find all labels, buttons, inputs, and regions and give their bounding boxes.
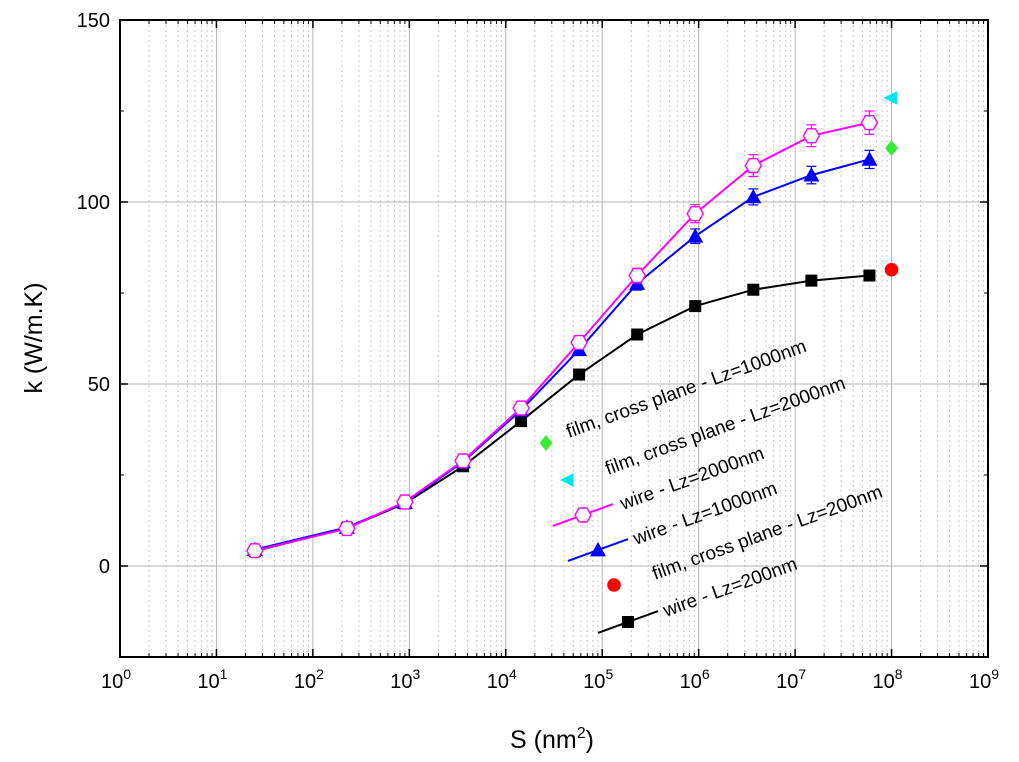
- data-point: [515, 415, 528, 428]
- y-tick-label: 50: [88, 374, 110, 396]
- x-tick-base: 10: [294, 671, 316, 693]
- x-tick-label: 103: [390, 666, 420, 693]
- x-tick-exponent: 6: [702, 666, 710, 682]
- x-tick-base: 10: [969, 671, 991, 693]
- y-tick-label: 0: [99, 556, 110, 578]
- x-tick-exponent: 4: [509, 666, 517, 682]
- x-axis-label-close: ): [586, 726, 594, 754]
- x-axis-label: S (nm2): [510, 725, 594, 754]
- x-tick-exponent: 7: [798, 666, 806, 682]
- data-point: [454, 453, 472, 469]
- legend-marker: [607, 578, 621, 592]
- data-point: [512, 400, 530, 416]
- x-tick-base: 10: [776, 671, 798, 693]
- y-axis-label: k (W/m.K): [20, 282, 48, 393]
- x-tick-base: 10: [197, 671, 219, 693]
- x-tick-label: 100: [101, 666, 131, 693]
- data-point: [686, 205, 705, 222]
- legend-label: film, cross plane - Lz=1000nm: [564, 336, 810, 443]
- x-tick-label: 106: [680, 666, 710, 693]
- data-point: [687, 228, 704, 243]
- legend-marker: [560, 473, 574, 487]
- series-5: [884, 262, 899, 277]
- legend-marker: [539, 435, 553, 451]
- legend-marker: [574, 507, 592, 523]
- series-3: [883, 91, 898, 105]
- data-point: [570, 334, 588, 351]
- data-point: [396, 494, 414, 510]
- legend-marker: [590, 542, 606, 557]
- x-tick-exponent: 8: [895, 666, 903, 682]
- series-4: [885, 140, 898, 157]
- data-point: [860, 114, 879, 131]
- series-line: [254, 121, 870, 552]
- data-point: [628, 267, 647, 284]
- x-tick-label: 104: [487, 666, 517, 693]
- x-tick-exponent: 1: [220, 666, 228, 682]
- series-layer: [245, 91, 899, 559]
- data-point: [747, 283, 760, 296]
- data-point: [689, 300, 702, 313]
- data-point: [245, 543, 264, 559]
- data-point: [745, 188, 762, 204]
- data-point: [884, 262, 899, 277]
- x-tick-base: 10: [583, 671, 605, 693]
- x-tick-label: 109: [969, 666, 999, 693]
- x-tick-exponent: 3: [413, 666, 421, 682]
- x-tick-exponent: 0: [123, 666, 131, 682]
- data-point: [885, 140, 898, 157]
- data-point: [883, 91, 898, 105]
- y-tick-label: 100: [77, 192, 110, 214]
- plot-frame: [119, 19, 989, 658]
- x-axis-label-superscript: 2: [577, 725, 586, 742]
- x-tick-base: 10: [101, 671, 123, 693]
- data-point: [805, 274, 818, 287]
- data-point: [803, 167, 820, 182]
- data-point: [802, 128, 821, 144]
- grid-lines: [120, 20, 988, 657]
- x-tick-label: 101: [197, 666, 227, 693]
- data-point: [863, 269, 876, 282]
- data-point: [861, 151, 878, 166]
- x-tick-exponent: 2: [316, 666, 324, 682]
- x-axis-label-main: S (nm: [510, 726, 577, 754]
- legend-marker: [622, 616, 634, 628]
- x-tick-base: 10: [873, 671, 895, 693]
- x-tick-label: 107: [776, 666, 806, 693]
- x-tick-base: 10: [390, 671, 412, 693]
- data-point: [338, 520, 356, 537]
- data-point: [744, 157, 763, 174]
- x-tick-exponent: 9: [991, 666, 999, 682]
- x-tick-label: 102: [294, 666, 324, 693]
- x-tick-label: 108: [873, 666, 903, 693]
- x-tick-exponent: 5: [605, 666, 613, 682]
- y-tick-label: 150: [77, 10, 110, 32]
- data-point: [573, 368, 586, 381]
- x-tick-base: 10: [680, 671, 702, 693]
- x-tick-label: 105: [583, 666, 613, 693]
- series-0: [245, 110, 879, 559]
- x-tick-base: 10: [487, 671, 509, 693]
- data-point: [631, 328, 644, 341]
